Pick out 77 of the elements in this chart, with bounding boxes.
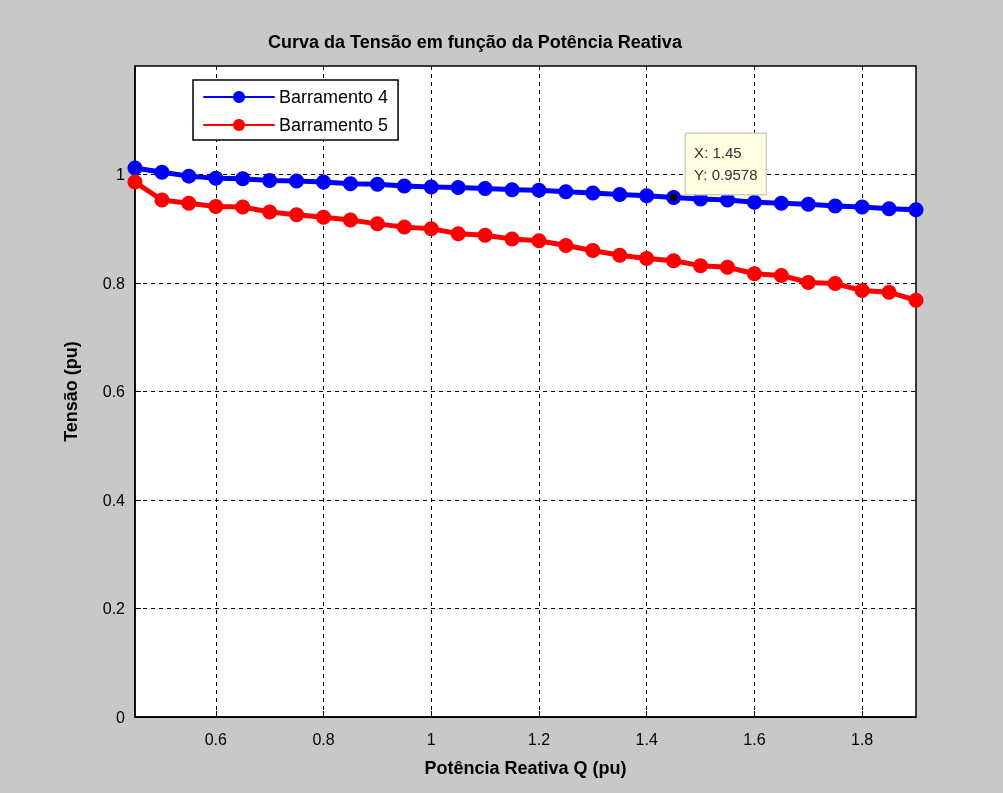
point [639,251,655,267]
y-tick-label: 1 [116,166,126,183]
y-tick-label: 0.6 [102,383,126,400]
point [477,181,493,197]
point [612,247,628,263]
point [369,216,385,232]
point [908,292,924,308]
point [450,226,466,242]
point [558,184,574,200]
point [396,178,412,194]
point [235,199,251,215]
y-tick-label: 0.8 [102,274,126,292]
x-tick-label: 1.4 [635,730,658,748]
point [612,187,628,203]
point [531,182,547,198]
y-tick-label: 0.2 [102,600,126,617]
point [342,212,358,228]
x-tick-label: 0.8 [312,730,335,748]
point [208,170,224,186]
point [746,266,762,282]
point [154,192,170,208]
legend-label: Barramento 4 [279,87,389,107]
point [746,194,762,210]
point [585,185,601,201]
point [854,283,870,299]
point [504,231,520,247]
y-tick-label: 0.4 [102,491,126,509]
point [558,238,574,254]
x-tick-label: 1.8 [851,730,874,748]
x-tick-label: 1.6 [743,730,766,748]
point [154,164,170,180]
point [504,182,520,198]
point [693,258,709,274]
chart-title: Curva da Tensão em função da Potência Reativa [268,32,683,52]
legend-label: Barramento 5 [279,115,389,135]
point [773,267,789,283]
point [720,259,735,275]
point [773,195,789,211]
point [369,176,385,192]
point [423,221,439,237]
point [800,274,816,290]
point [181,168,197,184]
point [127,174,143,190]
x-axis-title: Potência Reativa Q (pu) [424,758,627,778]
point [396,219,412,235]
point [289,173,305,189]
point [639,188,655,204]
point [316,174,332,190]
point [316,209,332,225]
point [262,204,278,220]
point [262,172,278,188]
point [854,199,870,215]
annotation: X: 1.45 Y: 0.9578 [694,144,758,184]
point [235,171,251,187]
point [477,227,493,243]
point [423,179,439,195]
point [666,253,682,269]
point [827,276,843,292]
x-tick-label: 1.2 [527,730,551,748]
point [881,201,897,217]
x-tick-label: 1 [426,730,436,748]
point [800,196,816,212]
point [531,233,547,249]
point [342,176,358,192]
point [585,242,601,258]
point [208,199,224,214]
y-axis-title: Tensão (pu) [61,341,81,442]
point [666,189,682,205]
point [450,180,466,196]
point [908,202,924,218]
point [881,284,897,300]
point [127,160,143,176]
point [181,195,197,211]
point [827,198,843,214]
point [289,207,305,223]
x-tick-label: 0.6 [204,730,228,748]
y-tick-label: 0 [116,708,126,726]
